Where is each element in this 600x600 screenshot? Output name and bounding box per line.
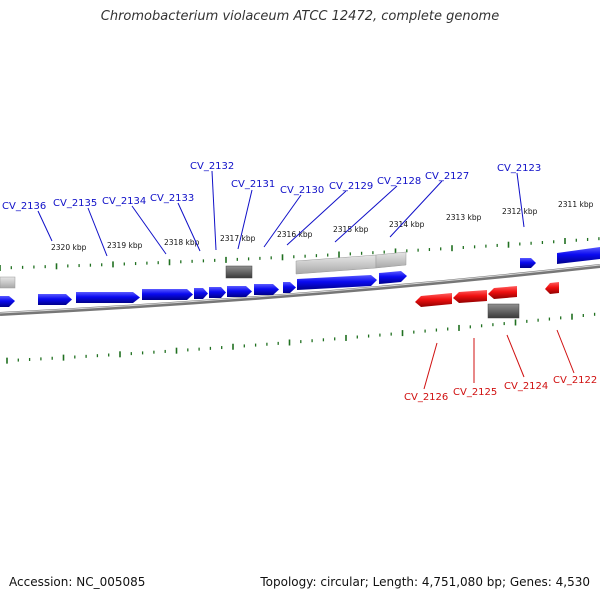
kbp-label: 2315 kbp xyxy=(333,225,369,234)
gene-label-cv-2129: CV_2129 xyxy=(329,181,373,192)
kbp-label: 2312 kbp xyxy=(502,207,538,216)
gene-label-cv-2135: CV_2135 xyxy=(53,198,97,209)
gene-arrow-plus xyxy=(254,284,279,295)
gene-arrow-plus xyxy=(557,247,600,264)
feature-track-upper xyxy=(0,251,407,289)
leader-line xyxy=(131,205,167,255)
leader-line xyxy=(334,185,398,243)
feature-light xyxy=(375,251,407,269)
gene-label-cv-2134: CV_2134 xyxy=(102,196,146,207)
leader-line xyxy=(423,342,438,390)
kbp-label: 2313 kbp xyxy=(446,213,482,222)
leader-line xyxy=(556,329,575,374)
gene-arrow-plus xyxy=(379,271,407,284)
kbp-scale-labels: 2320 kbp 2319 kbp 2318 kbp 2317 kbp 2316… xyxy=(51,200,594,252)
label-leader-lines xyxy=(37,170,575,390)
gene-arrow-plus xyxy=(0,296,15,307)
leader-line xyxy=(389,180,443,238)
genome-summary-text: Topology: circular; Length: 4,751,080 bp… xyxy=(260,575,590,589)
feature-grey xyxy=(487,303,520,319)
gene-labels: CV_2136 CV_2135 CV_2134 CV_2133 CV_2132 … xyxy=(2,161,597,403)
gene-label-cv-2132: CV_2132 xyxy=(190,161,234,172)
leader-line xyxy=(237,189,253,250)
kbp-label: 2314 kbp xyxy=(389,220,425,229)
gene-arrow-minus xyxy=(453,290,487,303)
gene-arrow-plus xyxy=(520,258,536,268)
kbp-label: 2316 kbp xyxy=(277,230,313,239)
kbp-label: 2318 kbp xyxy=(164,238,200,247)
gene-label-cv-2130: CV_2130 xyxy=(280,185,324,196)
gene-label-cv-2128: CV_2128 xyxy=(377,176,421,187)
gene-label-cv-2125: CV_2125 xyxy=(453,387,497,398)
kbp-label: 2311 kbp xyxy=(558,200,594,209)
gene-arrow-plus xyxy=(142,289,193,300)
gene-arrow-plus xyxy=(38,294,72,305)
feature-grey xyxy=(225,265,253,279)
genome-backbone xyxy=(0,264,600,316)
gene-label-cv-2122: CV_2122 xyxy=(553,375,597,386)
gene-arrow-minus xyxy=(545,282,559,294)
gene-arrow-minus xyxy=(415,293,452,307)
leader-line xyxy=(516,172,525,228)
gene-label-cv-2136: CV_2136 xyxy=(2,201,46,212)
gene-label-cv-2123: CV_2123 xyxy=(497,163,541,174)
leader-line xyxy=(177,202,201,252)
plus-strand-genes xyxy=(0,247,600,307)
kbp-label: 2317 kbp xyxy=(220,234,256,243)
accession-text: Accession: NC_005085 xyxy=(9,575,146,589)
kbp-label: 2319 kbp xyxy=(107,241,143,250)
feature-grey xyxy=(0,276,16,289)
inner-tick-ring xyxy=(6,312,596,364)
map-title: Chromobacterium violaceum ATCC 12472, co… xyxy=(100,9,500,24)
gene-arrow-plus xyxy=(297,275,377,290)
gene-arrow-plus xyxy=(227,286,252,297)
gene-arrow-plus xyxy=(209,287,226,298)
gene-arrow-plus xyxy=(283,282,296,293)
gene-arrow-plus xyxy=(76,292,140,303)
leader-line xyxy=(37,210,53,242)
gene-label-cv-2133: CV_2133 xyxy=(150,193,194,204)
leader-line xyxy=(286,190,347,246)
gene-label-cv-2126: CV_2126 xyxy=(404,392,448,403)
gene-arrow-minus xyxy=(488,286,517,299)
gene-arrow-plus xyxy=(194,288,208,299)
outer-tick-ring xyxy=(0,237,600,271)
leader-line xyxy=(506,334,525,378)
leader-line xyxy=(263,194,302,248)
gene-label-cv-2131: CV_2131 xyxy=(231,179,275,190)
leader-line xyxy=(87,207,108,257)
minus-strand-genes xyxy=(415,282,559,319)
gene-label-cv-2124: CV_2124 xyxy=(504,381,548,392)
feature-light xyxy=(295,254,377,275)
leader-line xyxy=(211,170,217,251)
gene-label-cv-2127: CV_2127 xyxy=(425,171,469,182)
kbp-label: 2320 kbp xyxy=(51,243,87,252)
